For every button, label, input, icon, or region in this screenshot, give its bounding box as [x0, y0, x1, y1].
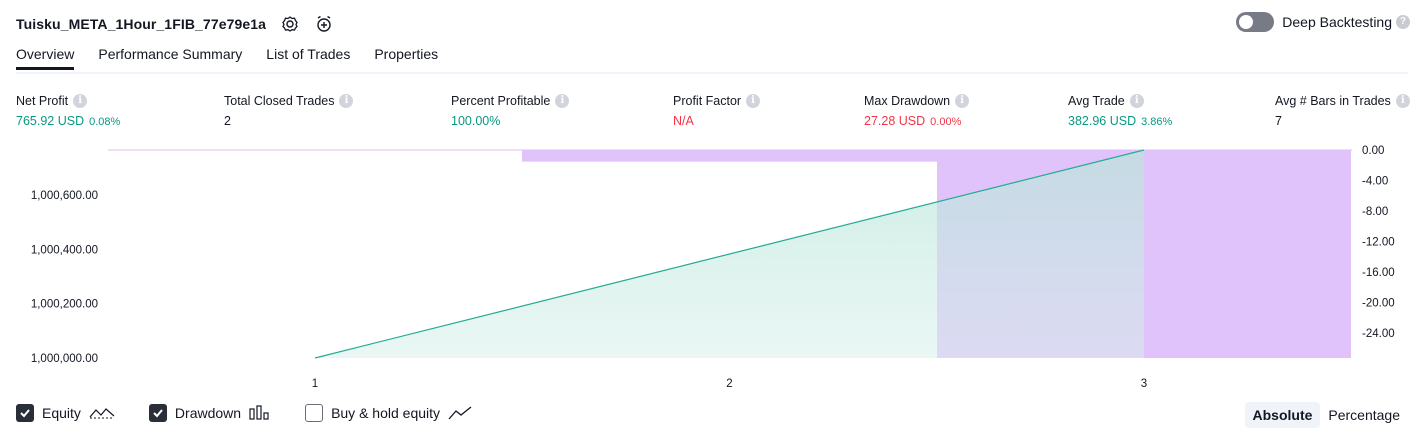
tab-overview[interactable]: Overview — [16, 46, 75, 70]
buy-hold-line-icon — [448, 405, 472, 421]
metric-label: Profit Factor — [673, 94, 742, 108]
strategy-title: Tuisku_META_1Hour_1FIB_77e79e1a — [16, 16, 267, 32]
info-icon[interactable]: i — [1395, 94, 1410, 108]
percentage-button[interactable]: Percentage — [1328, 407, 1400, 423]
metric-value: 2 — [224, 114, 231, 128]
x-axis-tick-label: 1 — [312, 378, 318, 390]
info-icon[interactable]: i — [339, 94, 354, 108]
left-axis-tick-label: 1,000,600.00 — [31, 190, 98, 202]
strategy-header: Tuisku_META_1Hour_1FIB_77e79e1a — [16, 10, 334, 38]
right-axis-tick-label: -8.00 — [1362, 206, 1388, 218]
metric-percent: 0.08% — [89, 116, 121, 128]
equity-drawdown-chart[interactable]: 1,000,000.00 1,000,200.00 1,000,400.00 1,00… — [0, 140, 1424, 400]
drawdown-bars-icon — [249, 405, 271, 421]
metric-label: Avg # Bars in Trades — [1275, 94, 1391, 108]
metric-total-closed-trades: Total Closed Trades i 2 — [224, 94, 354, 128]
metric-value: 765.92 USD — [16, 114, 85, 128]
metric-value: N/A — [673, 114, 694, 128]
buy-hold-checkbox[interactable] — [305, 404, 324, 422]
absolute-button[interactable]: Absolute — [1244, 402, 1321, 428]
right-axis-tick-label: -24.00 — [1362, 328, 1395, 340]
metric-avg-bars-in-trades: Avg # Bars in Trades i 7 — [1275, 94, 1410, 128]
legend-buy-hold-equity[interactable]: Buy & hold equity — [305, 404, 472, 422]
tab-divider — [16, 72, 1408, 74]
metric-label: Max Drawdown — [864, 94, 951, 108]
metric-percent: 3.86% — [1141, 116, 1173, 128]
left-axis-tick-label: 1,000,000.00 — [31, 353, 98, 365]
equity-label: Equity — [42, 405, 81, 421]
legend-drawdown[interactable]: Drawdown — [148, 404, 271, 422]
metric-max-drawdown: Max Drawdown i 27.28 USD 0.00% — [864, 94, 970, 128]
drawdown-bar — [522, 150, 937, 162]
tab-bar: Overview Performance Summary List of Tra… — [16, 46, 462, 70]
info-icon[interactable]: i — [1129, 94, 1144, 108]
deep-backtesting-label: Deep Backtesting — [1282, 14, 1392, 30]
info-icon[interactable]: i — [746, 94, 761, 108]
metric-avg-trade: Avg Trade i 382.96 USD 3.86% — [1068, 94, 1172, 128]
right-axis-tick-label: -20.00 — [1362, 297, 1395, 309]
info-icon[interactable]: i — [73, 94, 88, 108]
metric-percent-profitable: Percent Profitable i 100.00% — [451, 94, 570, 128]
metric-label: Net Profit — [16, 94, 69, 108]
legend-equity[interactable]: Equity — [16, 404, 115, 422]
buy-hold-label: Buy & hold equity — [331, 405, 441, 421]
deep-backtesting-control: Deep Backtesting ? — [1236, 12, 1410, 32]
deep-backtesting-toggle[interactable] — [1236, 12, 1275, 32]
alarm-clock-add-icon[interactable] — [314, 14, 334, 34]
metric-value: 27.28 USD — [864, 114, 926, 128]
right-axis-tick-label: -16.00 — [1362, 267, 1395, 279]
info-icon[interactable]: i — [555, 94, 570, 108]
info-icon[interactable]: i — [955, 94, 970, 108]
right-axis-tick-label: -4.00 — [1362, 175, 1388, 187]
drawdown-checkbox[interactable] — [148, 404, 167, 422]
equity-line — [314, 149, 1145, 359]
right-axis-tick-label: 0.00 — [1362, 145, 1384, 157]
equity-checkbox[interactable] — [16, 404, 34, 422]
left-axis-tick-label: 1,000,200.00 — [31, 299, 98, 311]
drawdown-label: Drawdown — [174, 405, 242, 421]
x-axis-tick-label: 3 — [1141, 378, 1147, 390]
equity-line-icon — [89, 405, 115, 421]
help-icon[interactable]: ? — [1396, 15, 1410, 29]
scale-mode-switch: Absolute Percentage — [1244, 402, 1409, 428]
metric-value: 7 — [1275, 114, 1282, 128]
settings-gear-icon[interactable] — [280, 14, 300, 34]
right-axis-tick-label: -12.00 — [1362, 236, 1395, 248]
metric-value: 382.96 USD — [1068, 114, 1137, 128]
metric-label: Avg Trade — [1068, 94, 1125, 108]
metric-label: Total Closed Trades — [224, 94, 335, 108]
chart-legend: Equity Drawdown Buy & hold equity — [16, 404, 506, 422]
metric-net-profit: Net Profit i 765.92 USD 0.08% — [16, 94, 120, 128]
left-axis-tick-label: 1,000,400.00 — [31, 244, 98, 256]
metric-label: Percent Profitable — [451, 94, 551, 108]
tab-performance-summary[interactable]: Performance Summary — [98, 46, 243, 62]
tab-properties[interactable]: Properties — [374, 46, 439, 62]
metric-value: 100.00% — [451, 114, 501, 128]
metric-profit-factor: Profit Factor i N/A — [673, 94, 761, 128]
x-axis-tick-label: 2 — [726, 378, 732, 390]
metric-percent: 0.00% — [930, 116, 962, 128]
tab-list-of-trades[interactable]: List of Trades — [266, 46, 351, 62]
